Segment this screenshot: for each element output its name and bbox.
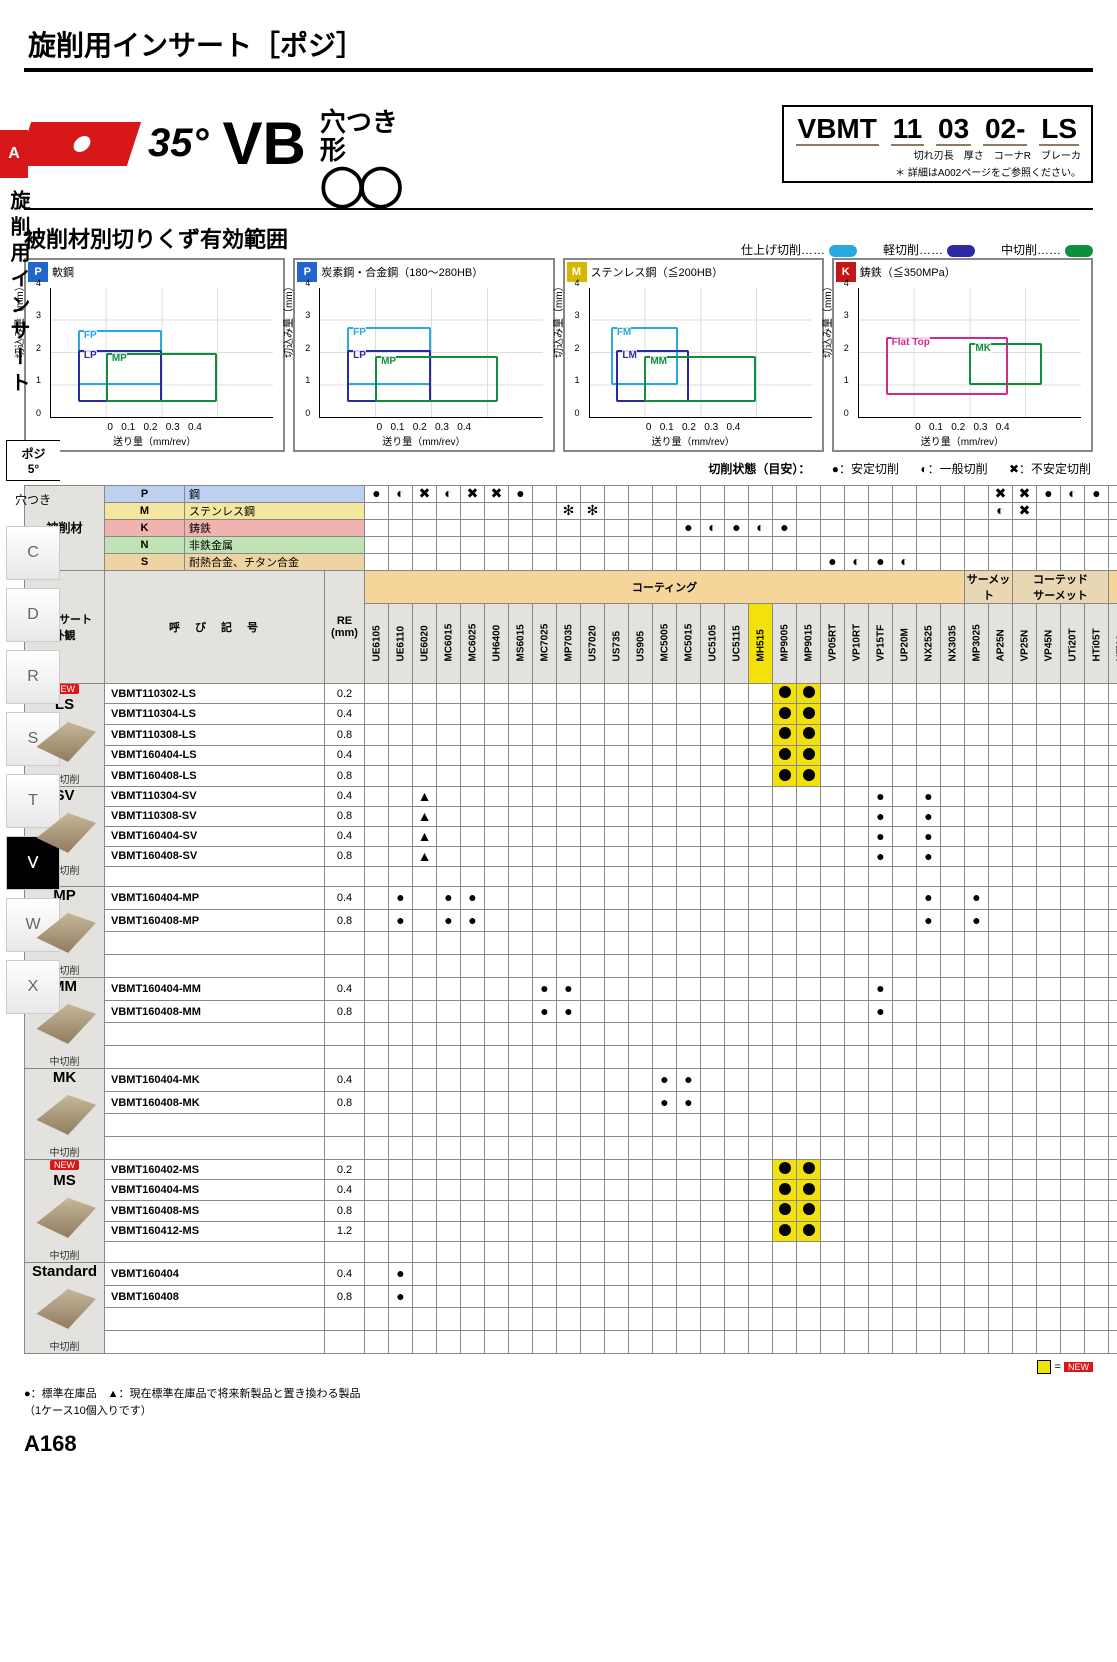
hole-label: 穴つき 形 ◯◯ xyxy=(320,82,398,206)
compatibility-table: 被削材P鋼●◐✖◐✖✖●✖✖●◐●◐●◐●✖Mステンレス鋼✻✻◐✖✻✻✖K鋳鉄●… xyxy=(24,485,1117,1354)
shape-code: VB xyxy=(223,109,306,178)
shape-nav-X[interactable]: X xyxy=(6,960,60,1014)
shape-angle: 35° xyxy=(148,121,209,166)
shape-nav-C[interactable]: C xyxy=(6,526,60,580)
shape-nav-R[interactable]: R xyxy=(6,650,60,704)
chip-range-heading: 被削材別切りくず有効範囲 xyxy=(24,222,288,254)
nav-positive-label: ポジ 5° xyxy=(6,440,60,481)
shape-nav-D[interactable]: D xyxy=(6,588,60,642)
footer-notes: ●：標準在庫品 ▲：現在標準在庫品で将来新製品と置き換わる製品 （1ケース10個… xyxy=(24,1386,1093,1421)
hole-icon: ◯◯ xyxy=(320,163,398,207)
page-title: 旋削用インサート［ポジ］ xyxy=(24,18,1093,72)
designation-note: ＊ 詳細はA002ページをご参照ください。 xyxy=(794,164,1081,179)
page-number: A168 xyxy=(24,1431,1093,1457)
chip-legend: 仕上げ切削……軽切削……中切削…… xyxy=(741,241,1093,258)
cutting-condition-legend: 切削状態（目安）： ●：安定切削 ◐：一般切削 ✖：不安定切削 xyxy=(26,460,1091,477)
shape-nav-T[interactable]: T xyxy=(6,774,60,828)
chip-range-charts: P軟鋼FPLPMP01234切込み量（mm）0 0.1 0.2 0.3 0.4 … xyxy=(24,258,1093,452)
designation-sublabels: 切れ刃長 厚さ コーナR ブレーカ xyxy=(794,147,1081,162)
shape-icon xyxy=(17,122,141,166)
nav-hole-label: 穴つき xyxy=(6,481,60,518)
yellow-new-note: = NEW xyxy=(24,1360,1093,1374)
designation-main: VBMT 11 03 02- LS xyxy=(794,113,1081,145)
designation-box: VBMT 11 03 02- LS 切れ刃長 厚さ コーナR ブレーカ ＊ 詳細… xyxy=(782,105,1093,183)
